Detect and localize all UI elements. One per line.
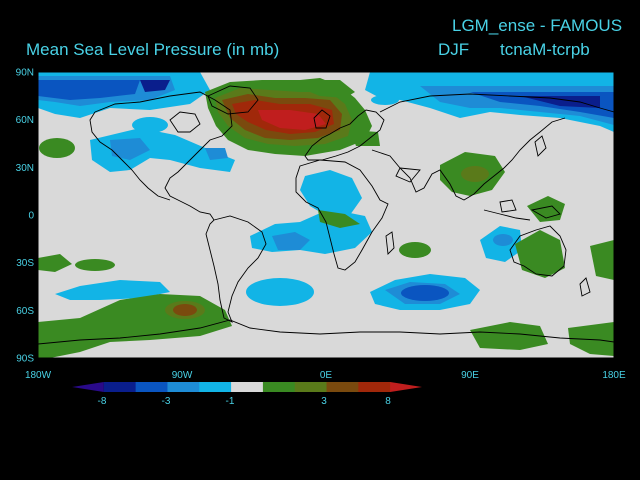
anomaly-fill: [173, 304, 197, 316]
anomaly-fill: [515, 230, 565, 278]
colorbar-label: 8: [385, 396, 391, 407]
colorbar-label: -3: [162, 396, 171, 407]
colorbar-swatch: [135, 382, 168, 392]
experiment-label: tcnaM-tcrpb: [500, 40, 590, 59]
anomaly-fill: [132, 117, 168, 133]
colorbar-swatch: [199, 382, 232, 392]
anomaly-fill: [205, 148, 228, 160]
coastline: [385, 231, 395, 255]
coastline: [89, 111, 171, 201]
coastline: [313, 109, 331, 129]
anomaly-fill: [55, 280, 170, 300]
colorbar-swatch: [262, 382, 296, 392]
y-tick-label: 60S: [16, 306, 34, 317]
anomaly-fill: [305, 80, 355, 98]
coastline: [499, 199, 517, 213]
colorbar-label: -8: [98, 396, 107, 407]
anomaly-fill: [300, 170, 362, 218]
coastline: [379, 93, 614, 113]
colorbar-swatch: [358, 382, 391, 392]
coastline: [38, 319, 614, 345]
x-tick-label: 90W: [172, 370, 193, 381]
colorbar-swatch: [294, 382, 328, 392]
colorbar-swatch: [103, 382, 137, 392]
anomaly-fill: [258, 110, 326, 130]
coastline: [207, 85, 259, 115]
anomaly-fill: [590, 240, 614, 280]
coastline: [304, 109, 385, 161]
variable-title: Mean Sea Level Pressure (in mb): [26, 40, 280, 59]
anomaly-fill: [272, 232, 310, 250]
anomaly-fill: [401, 285, 449, 301]
anomaly-fill: [38, 254, 72, 272]
colorbar-swatch: [167, 382, 200, 392]
season-label: DJF: [438, 40, 470, 59]
coastline: [530, 205, 561, 219]
plot-border: [37, 71, 615, 359]
coastline: [94, 91, 233, 221]
anomaly-fill: [371, 95, 399, 105]
anomaly-fill: [399, 242, 431, 258]
coastline: [579, 277, 591, 297]
coastline: [483, 209, 531, 221]
anomaly-fill: [140, 80, 170, 92]
colorbar-swatch: [231, 382, 264, 392]
coastline: [509, 225, 567, 277]
y-tick-label: 0: [28, 211, 34, 222]
anomaly-fill: [39, 138, 75, 158]
y-tick-label: 90S: [16, 354, 34, 365]
colorbar-label: -1: [226, 396, 235, 407]
coastline: [395, 167, 421, 183]
colorbar-swatch: [390, 382, 422, 392]
anomaly-fill: [350, 130, 380, 146]
y-tick-label: 60N: [16, 115, 34, 126]
colorbar: [72, 382, 422, 392]
anomaly-fill: [520, 96, 600, 108]
coastline: [295, 159, 389, 271]
colorbar-label: 3: [321, 396, 327, 407]
anomaly-fill: [493, 234, 513, 246]
anomaly-fill: [461, 166, 489, 182]
model-title: LGM_ense - FAMOUS: [452, 16, 623, 35]
x-tick-label: 0E: [320, 370, 333, 381]
colorbar-swatch: [72, 382, 104, 392]
colorbar-swatch: [326, 382, 359, 392]
anomaly-fill: [568, 322, 614, 356]
anomaly-fill: [110, 138, 150, 160]
coastline: [169, 111, 201, 133]
anomaly-fill: [38, 80, 140, 100]
coastline: [205, 215, 267, 323]
anomaly-fill: [75, 259, 115, 271]
coastlines: [38, 85, 614, 345]
y-tick-label: 90N: [16, 68, 34, 79]
x-tick-label: 90E: [461, 370, 479, 381]
x-tick-label: 180E: [602, 370, 626, 381]
x-tick-label: 180W: [25, 370, 52, 381]
y-tick-label: 30S: [16, 258, 34, 269]
coastline: [371, 117, 566, 201]
anomaly-fill: [470, 322, 548, 350]
anomaly-fill: [246, 278, 314, 306]
coastline: [534, 135, 547, 157]
y-tick-label: 30N: [16, 163, 34, 174]
anomaly-fill: [318, 210, 360, 228]
